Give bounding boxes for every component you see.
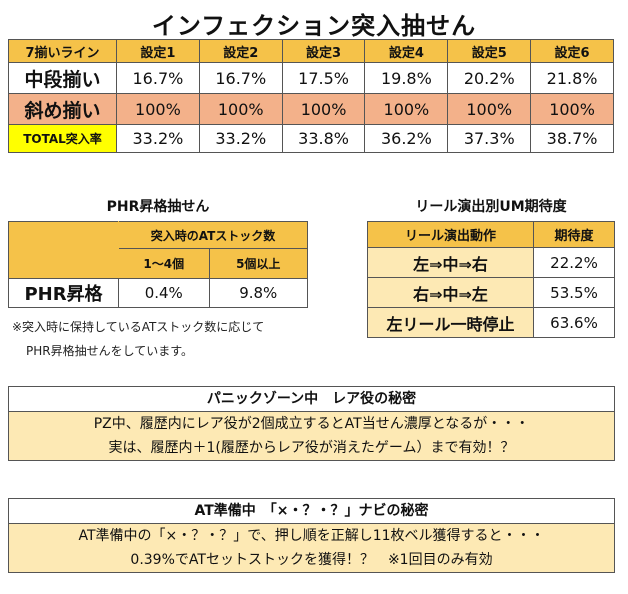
reel-action: 左⇒中⇒右 bbox=[367, 247, 534, 278]
header-setting-3: 設定3 bbox=[281, 39, 366, 63]
header-row: 7揃いライン 設定1 設定2 設定3 設定4 設定5 設定6 bbox=[8, 39, 614, 63]
row-label-diagonal: 斜め揃い bbox=[8, 93, 117, 125]
table-row-diagonal: 斜め揃い 100% 100% 100% 100% 100% 100% bbox=[8, 93, 614, 125]
reel-value: 53.5% bbox=[533, 277, 615, 308]
phr-value-5plus: 9.8% bbox=[208, 278, 308, 308]
panic-zone-box: パニックゾーン中 レア役の秘密 PZ中、履歴内にレア役が2個成立するとAT当せん… bbox=[8, 386, 615, 461]
table-cell: 33.2% bbox=[198, 124, 283, 153]
page-title: インフェクション突入抽せん bbox=[151, 12, 477, 40]
header-setting-4: 設定4 bbox=[364, 39, 449, 63]
table-cell: 100% bbox=[530, 93, 614, 125]
phr-row-label: PHR昇格 bbox=[8, 278, 119, 308]
table-cell: 100% bbox=[198, 93, 283, 125]
phr-note-line-2: PHR昇格抽せんをしています。 bbox=[26, 344, 194, 358]
table-cell: 16.7% bbox=[116, 62, 200, 94]
reel-row: 左リール一時停止 63.6% bbox=[367, 307, 615, 338]
table-cell: 100% bbox=[364, 93, 449, 125]
panic-zone-title: パニックゾーン中 レア役の秘密 bbox=[9, 387, 614, 412]
phr-column-row: 1～4個 5個以上 bbox=[9, 248, 308, 279]
phr-title: PHR昇格抽せん bbox=[106, 199, 210, 215]
table-cell: 37.3% bbox=[447, 124, 532, 153]
reel-action: 左リール一時停止 bbox=[367, 307, 534, 338]
panic-zone-line-2: 実は、履歴内＋1(履歴からレア役が消えたゲーム）まで有効！？ bbox=[108, 440, 515, 456]
header-setting-5: 設定5 bbox=[447, 39, 532, 63]
reel-header-row: リール演出動作 期待度 bbox=[367, 221, 615, 248]
header-setting-1: 設定1 bbox=[116, 39, 200, 63]
table-cell: 33.8% bbox=[281, 124, 366, 153]
at-prep-body: AT準備中の「×・？・？」で、押し順を正解し11枚ベル獲得すると・・・ 0.39… bbox=[9, 524, 614, 572]
reel-title: リール演出別UM期待度 bbox=[415, 199, 567, 215]
table-cell: 33.2% bbox=[116, 124, 200, 153]
phr-col-1-4: 1～4個 bbox=[118, 248, 210, 279]
header-line: 7揃いライン bbox=[8, 39, 117, 63]
table-cell: 100% bbox=[281, 93, 366, 125]
table-cell: 16.7% bbox=[198, 62, 283, 94]
header-setting-2: 設定2 bbox=[198, 39, 283, 63]
table-row-total: TOTAL突入率 33.2% 33.2% 33.8% 36.2% 37.3% 3… bbox=[8, 124, 614, 153]
reel-header-action: リール演出動作 bbox=[367, 221, 534, 248]
header-setting-6: 設定6 bbox=[530, 39, 614, 63]
table-cell: 100% bbox=[116, 93, 200, 125]
row-label-total: TOTAL突入率 bbox=[8, 124, 117, 153]
phr-note-line-1: ※突入時に保持しているATストック数に応じて bbox=[12, 320, 265, 334]
table-cell: 21.8% bbox=[530, 62, 614, 94]
table-cell: 20.2% bbox=[447, 62, 532, 94]
phr-value-row: PHR昇格 0.4% 9.8% bbox=[8, 278, 308, 308]
row-label-middle: 中段揃い bbox=[8, 62, 117, 94]
panic-zone-body: PZ中、履歴内にレア役が2個成立するとAT当せん濃厚となるが・・・ 実は、履歴内… bbox=[9, 412, 614, 460]
table-row-middle: 中段揃い 16.7% 16.7% 17.5% 19.8% 20.2% 21.8% bbox=[8, 62, 614, 94]
phr-table: 突入時のATストック数 1～4個 5個以上 PHR昇格 0.4% 9.8% bbox=[8, 221, 308, 308]
table-cell: 19.8% bbox=[364, 62, 449, 94]
reel-row: 右⇒中⇒左 53.5% bbox=[367, 277, 615, 308]
reel-row: 左⇒中⇒右 22.2% bbox=[367, 247, 615, 278]
table-cell: 36.2% bbox=[364, 124, 449, 153]
reel-value: 63.6% bbox=[533, 307, 615, 338]
infection-entry-table: 7揃いライン 設定1 設定2 設定3 設定4 設定5 設定6 中段揃い 16.7… bbox=[8, 39, 614, 153]
at-prep-line-2: 0.39%でATセットストックを獲得！？ ※1回目のみ有効 bbox=[130, 552, 493, 568]
table-cell: 17.5% bbox=[281, 62, 366, 94]
phr-col-5plus: 5個以上 bbox=[208, 248, 308, 279]
phr-group-header-row: 突入時のATストック数 bbox=[8, 221, 308, 279]
at-prep-box: AT準備中 「×・？・？」ナビの秘密 AT準備中の「×・？・？」で、押し順を正解… bbox=[8, 498, 615, 573]
phr-corner bbox=[8, 221, 119, 279]
reel-table: リール演出動作 期待度 左⇒中⇒右 22.2% 右⇒中⇒左 53.5% 左リール… bbox=[367, 221, 615, 338]
phr-group-header: 突入時のATストック数 bbox=[118, 221, 308, 249]
panic-zone-line-1: PZ中、履歴内にレア役が2個成立するとAT当せん濃厚となるが・・・ bbox=[93, 416, 530, 432]
phr-value-1-4: 0.4% bbox=[118, 278, 210, 308]
table-cell: 100% bbox=[447, 93, 532, 125]
table-cell: 38.7% bbox=[530, 124, 614, 153]
reel-action: 右⇒中⇒左 bbox=[367, 277, 534, 308]
reel-value: 22.2% bbox=[533, 247, 615, 278]
at-prep-title: AT準備中 「×・？・？」ナビの秘密 bbox=[9, 499, 614, 524]
at-prep-line-1: AT準備中の「×・？・？」で、押し順を正解し11枚ベル獲得すると・・・ bbox=[78, 528, 545, 544]
reel-header-value: 期待度 bbox=[533, 221, 615, 248]
